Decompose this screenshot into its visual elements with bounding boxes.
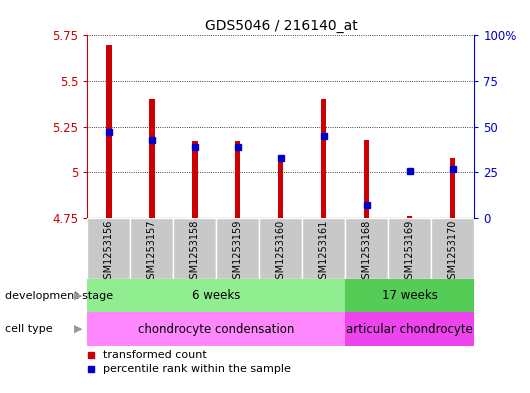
Text: GSM1253170: GSM1253170 [448, 220, 458, 285]
Text: GSM1253161: GSM1253161 [319, 220, 329, 285]
Bar [346, 312, 474, 346]
Bar [278, 160, 284, 218]
Bar [87, 312, 346, 346]
Text: transformed count: transformed count [103, 350, 207, 360]
Text: GSM1253158: GSM1253158 [190, 220, 200, 285]
Text: GSM1253169: GSM1253169 [405, 220, 415, 285]
Bar [346, 279, 474, 312]
Text: chondrocyte condensation: chondrocyte condensation [138, 323, 295, 336]
Text: GSM1253157: GSM1253157 [147, 220, 157, 285]
Bar [321, 99, 326, 218]
Text: GSM1253156: GSM1253156 [104, 220, 114, 285]
Text: cell type: cell type [5, 324, 53, 334]
Text: development stage: development stage [5, 291, 113, 301]
Bar [216, 218, 259, 279]
Bar [364, 140, 369, 218]
Text: GSM1253168: GSM1253168 [362, 220, 372, 285]
Bar [346, 218, 388, 279]
Text: ▶: ▶ [74, 291, 82, 301]
Bar [87, 279, 346, 312]
Bar [259, 218, 303, 279]
Bar [107, 44, 111, 218]
Bar [303, 218, 346, 279]
Bar [450, 158, 455, 218]
Bar [388, 218, 431, 279]
Text: 17 weeks: 17 weeks [382, 289, 438, 302]
Text: articular chondrocyte: articular chondrocyte [347, 323, 473, 336]
Bar [87, 218, 130, 279]
Text: 6 weeks: 6 weeks [192, 289, 241, 302]
Bar [235, 141, 241, 218]
Bar [149, 99, 155, 218]
Text: GSM1253160: GSM1253160 [276, 220, 286, 285]
Text: percentile rank within the sample: percentile rank within the sample [103, 364, 291, 375]
Bar [192, 141, 198, 218]
Title: GDS5046 / 216140_at: GDS5046 / 216140_at [205, 19, 357, 33]
Bar [407, 216, 412, 218]
Text: ▶: ▶ [74, 324, 82, 334]
Bar [130, 218, 173, 279]
Bar [173, 218, 216, 279]
Bar [431, 218, 474, 279]
Text: GSM1253159: GSM1253159 [233, 220, 243, 285]
